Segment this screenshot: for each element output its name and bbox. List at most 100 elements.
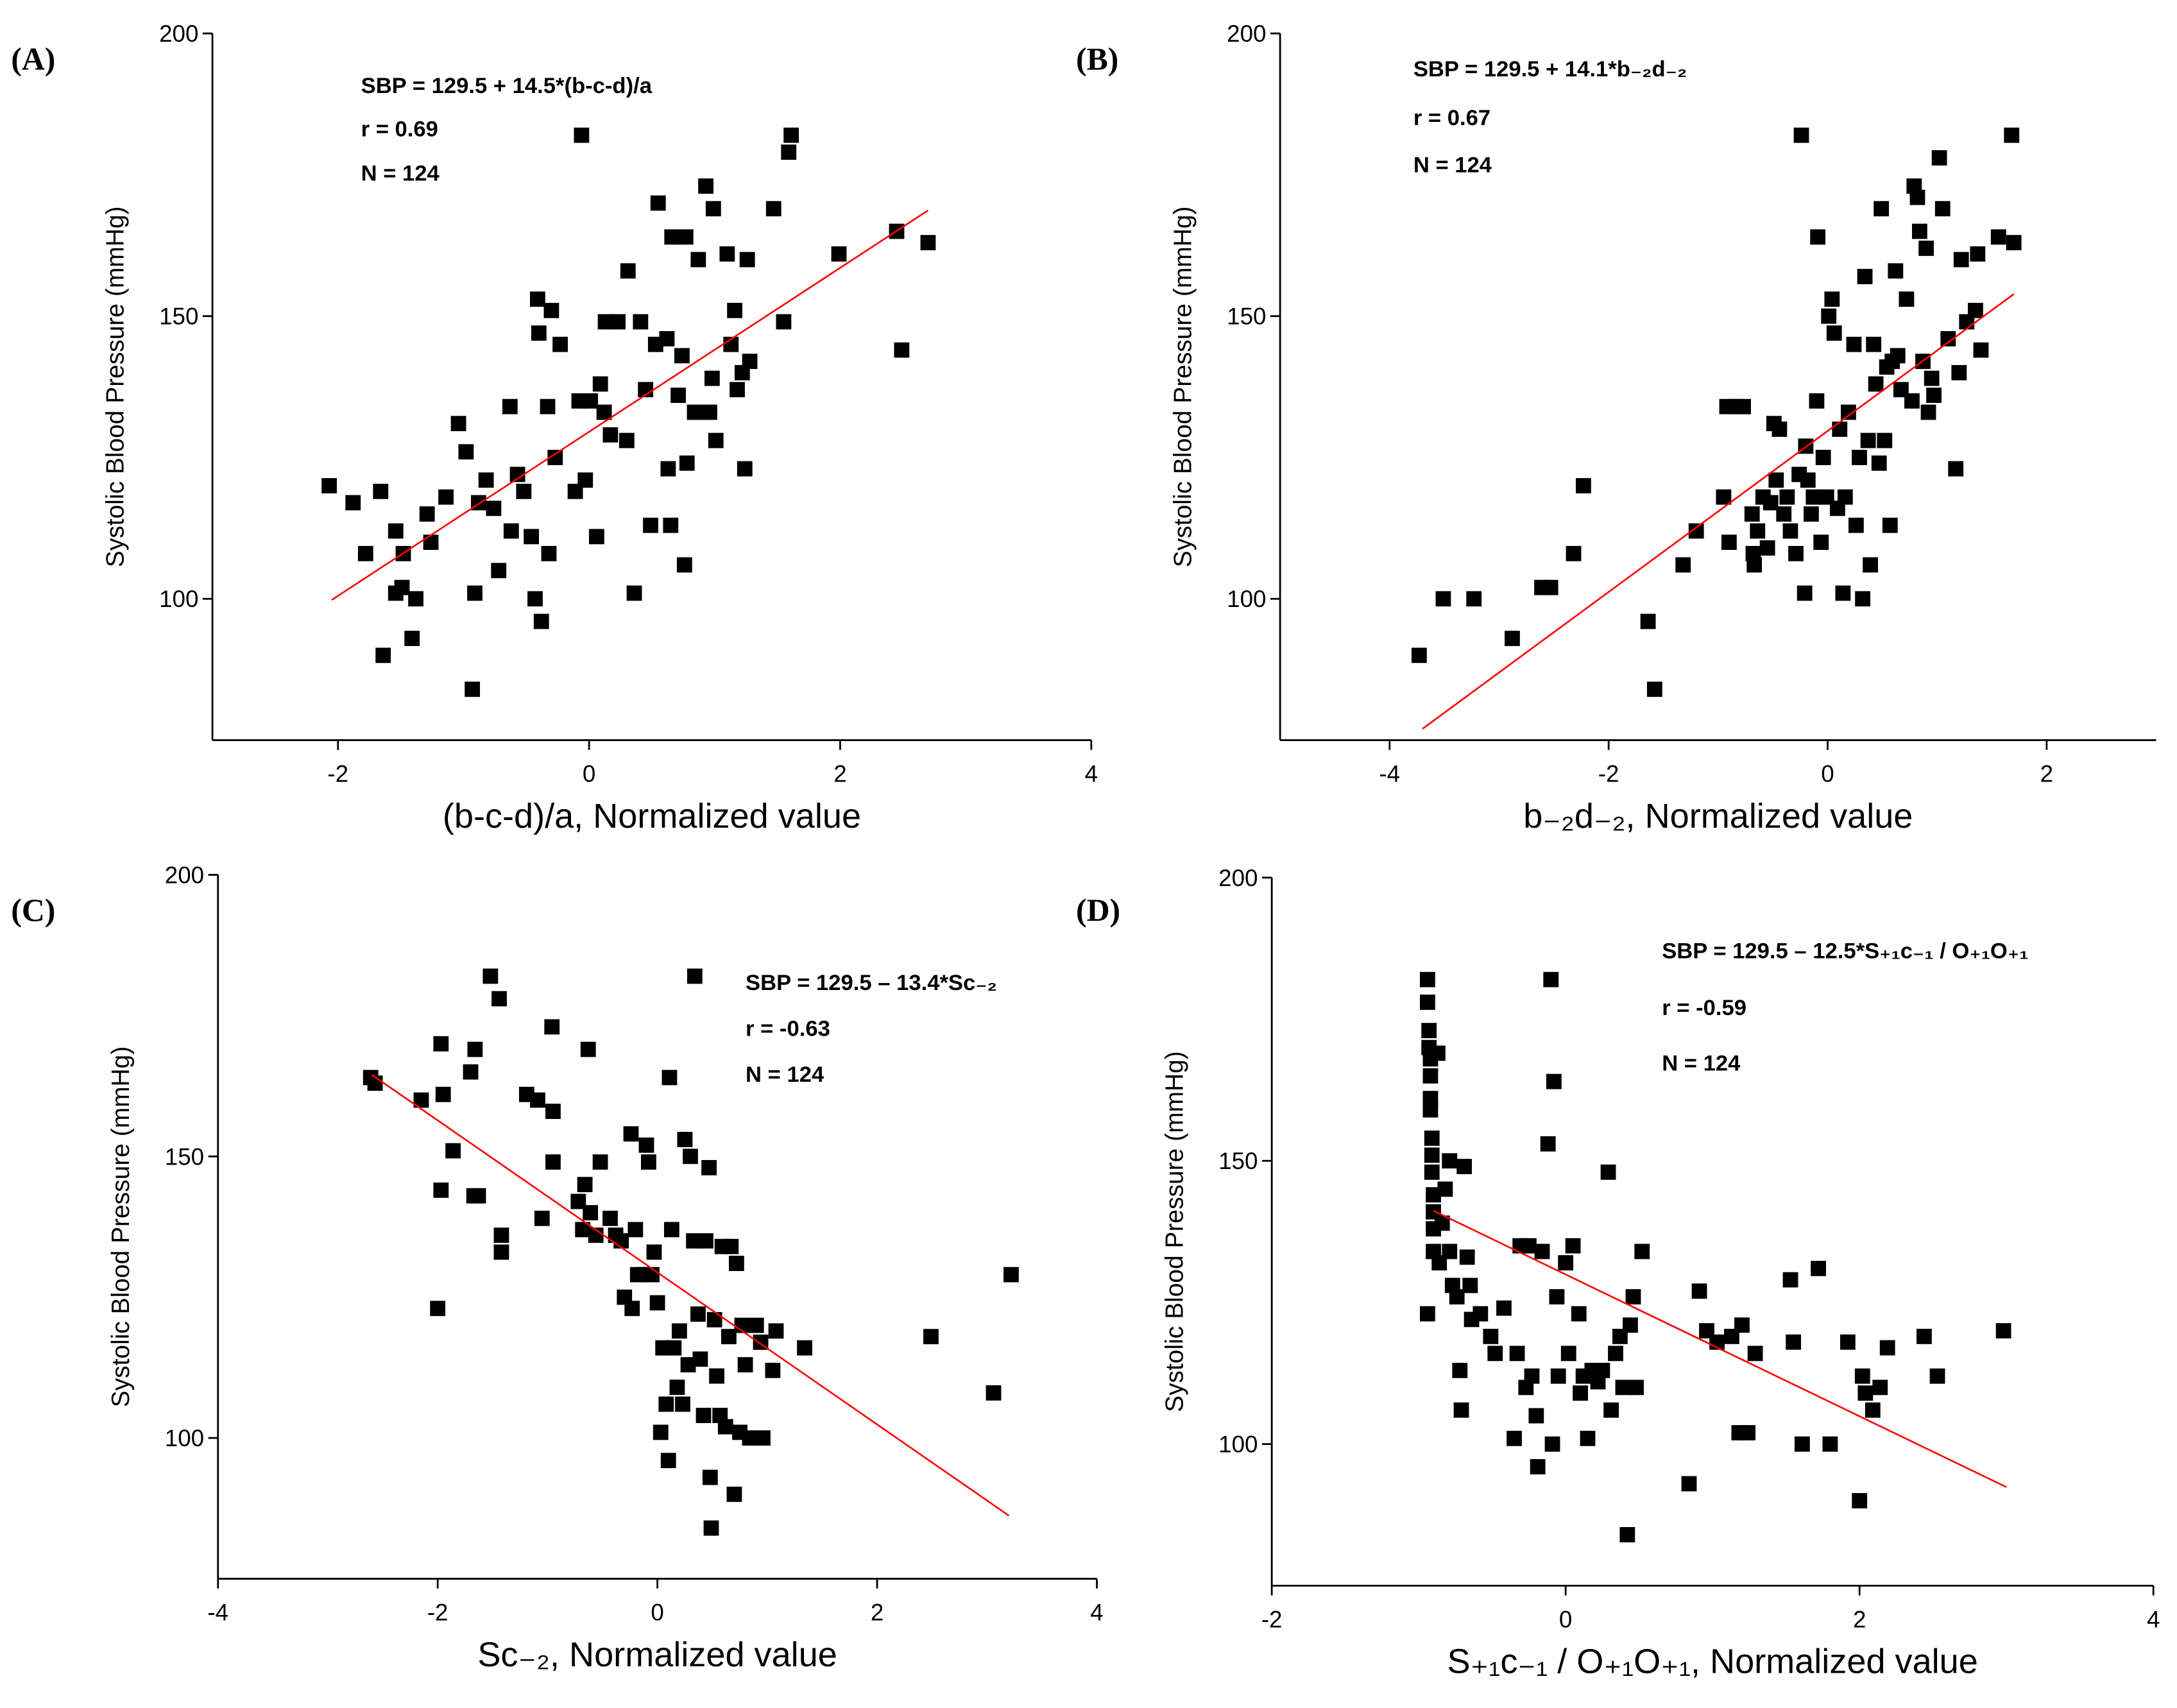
y-axis-label: Systolic Blood Pressure (mmHg)	[1161, 1051, 1189, 1412]
point	[2006, 235, 2022, 251]
point	[1003, 1267, 1019, 1283]
point	[1759, 540, 1775, 556]
point	[1744, 506, 1760, 522]
point	[920, 235, 936, 251]
x-tick-label: -2	[1598, 760, 1619, 787]
y-tick-label: 200	[165, 862, 204, 888]
annotation: SBP = 129.5 – 12.5*S₊₁c₋₁ / O₊₁O₊₁	[1662, 939, 2028, 963]
point	[1926, 388, 1942, 403]
y-tick-label: 100	[165, 1425, 204, 1451]
fit-line	[1433, 1209, 2007, 1488]
point	[624, 1301, 640, 1317]
point	[1811, 1261, 1826, 1276]
x-tick-label: -4	[1379, 760, 1400, 787]
point	[739, 252, 755, 268]
point	[1734, 1317, 1750, 1333]
point	[1430, 1045, 1446, 1061]
point	[1782, 1272, 1798, 1288]
x-tick-label: 0	[1559, 1606, 1572, 1632]
point	[1740, 1425, 1756, 1440]
point	[646, 1244, 662, 1260]
point	[1442, 1243, 1458, 1260]
point	[1810, 229, 1826, 245]
point	[458, 444, 474, 460]
point	[1419, 971, 1435, 987]
point	[626, 585, 642, 601]
point	[570, 1193, 586, 1209]
point	[1813, 534, 1829, 551]
point	[705, 201, 721, 217]
point	[547, 450, 563, 465]
point	[1797, 585, 1813, 601]
point	[534, 1210, 550, 1226]
point	[1688, 523, 1704, 539]
point	[1419, 995, 1435, 1010]
y-tick-label: 200	[1218, 865, 1258, 891]
point	[1422, 1068, 1439, 1084]
point	[1466, 591, 1482, 607]
point	[1750, 523, 1766, 539]
point	[1863, 557, 1878, 573]
point	[1768, 472, 1784, 488]
annotation: N = 124	[1662, 1052, 1741, 1076]
point	[1608, 1345, 1623, 1362]
point	[467, 1041, 483, 1057]
point	[1866, 336, 1882, 352]
x-axis-label: Sc₋₂, Normalized value	[477, 1635, 837, 1674]
point	[450, 416, 466, 432]
fit-line	[331, 209, 929, 601]
point	[1543, 971, 1559, 987]
point	[1534, 1243, 1550, 1260]
point	[491, 991, 507, 1007]
point	[1852, 450, 1867, 465]
point	[430, 1301, 446, 1317]
point	[1452, 1362, 1468, 1378]
point	[708, 432, 724, 448]
point	[623, 1126, 639, 1142]
x-axis-label: (b-c-d)/a, Normalized value	[443, 797, 861, 835]
point	[730, 382, 745, 398]
point	[638, 382, 654, 398]
point	[1546, 1073, 1562, 1089]
annotation: r = 0.67	[1413, 106, 1490, 130]
point	[413, 1092, 429, 1108]
point	[1566, 545, 1582, 561]
point	[1857, 269, 1873, 284]
point	[1646, 681, 1662, 697]
point	[357, 545, 373, 561]
point	[1874, 201, 1890, 217]
point	[706, 1311, 722, 1328]
point	[1435, 591, 1451, 607]
point	[321, 478, 337, 493]
point	[659, 331, 675, 346]
point	[1453, 1402, 1469, 1418]
point	[530, 1092, 545, 1108]
point	[1411, 647, 1427, 663]
point	[541, 545, 557, 561]
point	[583, 1205, 599, 1220]
point	[1456, 1159, 1473, 1174]
point	[1528, 1408, 1544, 1424]
point	[696, 1408, 712, 1423]
point	[465, 681, 481, 697]
y-tick-label: 150	[1227, 303, 1266, 330]
point	[580, 1041, 596, 1057]
point	[1509, 1345, 1525, 1362]
point	[1788, 545, 1804, 561]
x-axis-label: S₊₁c₋₁ / O₊₁O₊₁, Normalized value	[1447, 1643, 1978, 1681]
point	[486, 500, 502, 517]
point	[588, 1227, 604, 1243]
point	[650, 195, 666, 211]
point	[1550, 1368, 1566, 1384]
point	[669, 1379, 685, 1396]
point	[1619, 1527, 1635, 1542]
y-axis-label: Systolic Blood Pressure (mmHg)	[1170, 207, 1197, 568]
point	[1426, 1187, 1441, 1203]
point	[1865, 1402, 1881, 1418]
point	[388, 585, 404, 601]
point	[676, 557, 692, 573]
x-tick-label: 2	[2040, 760, 2053, 787]
point	[1449, 1289, 1465, 1305]
y-tick-label: 100	[1218, 1431, 1258, 1458]
point	[1832, 422, 1848, 437]
